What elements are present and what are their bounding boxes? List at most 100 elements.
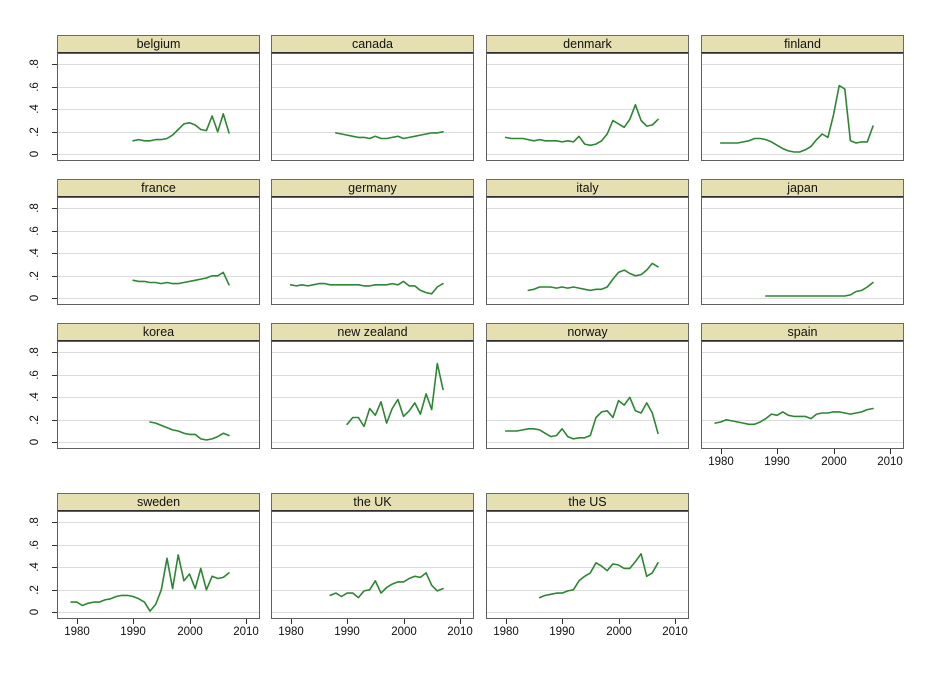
panel-title-bar: the UK	[271, 493, 474, 511]
y-axis-tick-label: .8	[29, 203, 41, 213]
y-axis-tick	[52, 231, 57, 232]
x-axis-tick-label: 2010	[233, 626, 259, 638]
y-axis-tick	[52, 545, 57, 546]
panel-title-bar: belgium	[57, 35, 260, 53]
panel-title: finland	[784, 36, 821, 51]
plot-area	[57, 341, 260, 449]
panel-sweden: sweden	[57, 493, 260, 619]
y-axis-tick-label: .6	[29, 370, 41, 380]
plot-border	[486, 511, 689, 619]
x-axis-tick	[834, 449, 835, 454]
y-axis-tick	[52, 352, 57, 353]
plot-area	[57, 511, 260, 619]
x-axis-tick	[675, 619, 676, 624]
x-axis-tick-label: 1980	[64, 626, 90, 638]
panel-title: the UK	[353, 494, 392, 509]
panel-title: spain	[787, 324, 818, 339]
panel-norway: norway	[486, 323, 689, 449]
plot-area	[701, 197, 904, 305]
panel-title-bar: canada	[271, 35, 474, 53]
y-axis-tick	[52, 298, 57, 299]
plot-area	[486, 511, 689, 619]
plot-area	[271, 53, 474, 161]
x-axis-tick	[890, 449, 891, 454]
panel-new-zealand: new zealand	[271, 323, 474, 449]
y-axis-tick	[52, 64, 57, 65]
x-axis-tick-label: 2010	[662, 626, 688, 638]
panel-title: france	[141, 180, 176, 195]
panel-title: denmark	[563, 36, 612, 51]
panel-germany: germany	[271, 179, 474, 305]
panel-title-bar: sweden	[57, 493, 260, 511]
panel-title: the US	[568, 494, 607, 509]
x-axis-tick-label: 2010	[877, 456, 903, 468]
plot-border	[57, 341, 260, 449]
panel-japan: japan	[701, 179, 904, 305]
y-axis-tick	[52, 442, 57, 443]
series-line	[132, 271, 230, 286]
panel-title-bar: spain	[701, 323, 904, 341]
x-axis-tick	[562, 619, 563, 624]
series-line	[70, 554, 230, 612]
panel-title-bar: the US	[486, 493, 689, 511]
x-axis-tick-label: 2010	[447, 626, 473, 638]
panel-korea: korea	[57, 323, 260, 449]
series-line	[289, 280, 444, 295]
panel-title: korea	[142, 324, 175, 339]
y-axis-tick	[52, 375, 57, 376]
y-axis-tick	[52, 522, 57, 523]
series-line	[132, 112, 230, 142]
panel-title: belgium	[136, 36, 181, 51]
panel-title: italy	[576, 180, 599, 195]
plot-area	[271, 511, 474, 619]
x-axis-tick-label: 1990	[120, 626, 146, 638]
y-axis-tick	[52, 87, 57, 88]
y-axis-tick-label: .8	[29, 517, 41, 527]
series-line	[504, 396, 659, 440]
y-axis-tick	[52, 397, 57, 398]
x-axis-tick-label: 1980	[708, 456, 734, 468]
x-axis-tick	[77, 619, 78, 624]
x-axis-tick	[777, 449, 778, 454]
x-axis-tick	[404, 619, 405, 624]
series-line	[719, 84, 874, 153]
panel-title-bar: france	[57, 179, 260, 197]
x-axis-tick	[133, 619, 134, 624]
plot-area	[486, 53, 689, 161]
plot-border	[57, 197, 260, 305]
series-line	[714, 407, 874, 426]
y-axis-tick-label: .8	[29, 347, 41, 357]
panel-title-bar: germany	[271, 179, 474, 197]
y-axis-tick	[52, 154, 57, 155]
plot-area	[57, 197, 260, 305]
panel-title-bar: new zealand	[271, 323, 474, 341]
panel-italy: italy	[486, 179, 689, 305]
panel-title-bar: japan	[701, 179, 904, 197]
y-axis-tick	[52, 253, 57, 254]
series-line	[329, 572, 444, 599]
series-line	[504, 103, 659, 147]
y-axis-tick-label: .2	[29, 127, 41, 137]
y-axis-tick	[52, 276, 57, 277]
x-axis-tick	[291, 619, 292, 624]
series-line	[538, 552, 659, 599]
y-axis-tick-label: .6	[29, 82, 41, 92]
x-axis-tick-label: 2000	[177, 626, 203, 638]
y-axis-tick-label: .2	[29, 585, 41, 595]
y-axis-tick-label: .2	[29, 415, 41, 425]
x-axis-tick-label: 2000	[391, 626, 417, 638]
y-axis-tick-label: .8	[29, 59, 41, 69]
panel-the-us: the US	[486, 493, 689, 619]
panel-denmark: denmark	[486, 35, 689, 161]
panel-finland: finland	[701, 35, 904, 161]
plot-border	[57, 53, 260, 161]
y-axis-tick-label: .2	[29, 271, 41, 281]
y-axis-tick	[52, 109, 57, 110]
y-axis-tick	[52, 612, 57, 613]
x-axis-tick-label: 2000	[606, 626, 632, 638]
x-axis-tick-label: 1990	[764, 456, 790, 468]
plot-border	[701, 197, 904, 305]
plot-area	[486, 197, 689, 305]
plot-border	[57, 511, 260, 619]
plot-border	[271, 53, 474, 161]
